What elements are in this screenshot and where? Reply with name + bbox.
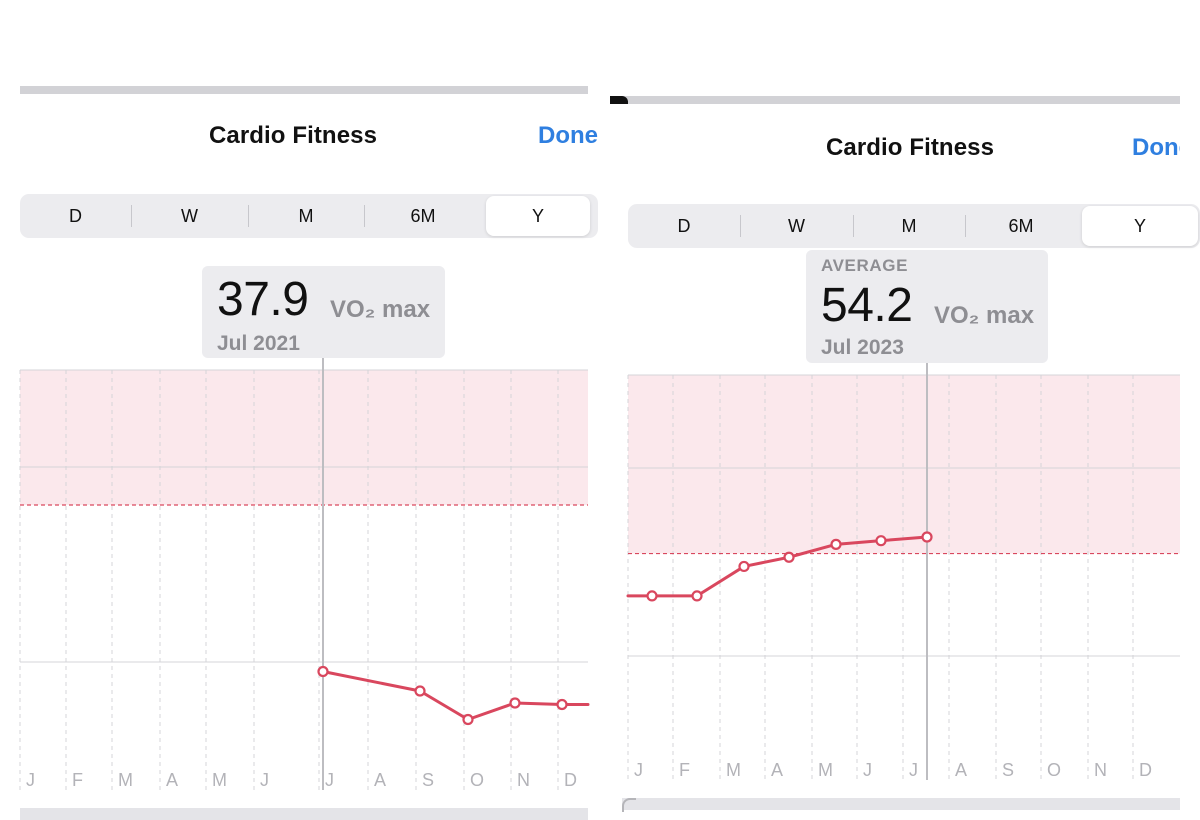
period-segmented-control: D W M 6M Y <box>628 204 1200 248</box>
sheet-top-edge <box>20 86 588 94</box>
month-tick-label: M <box>212 770 227 790</box>
segment-m[interactable]: M <box>901 215 917 236</box>
month-tick-label: M <box>726 760 741 780</box>
vo2-data-point <box>921 531 933 543</box>
callout-date: Jul 2023 <box>821 336 904 359</box>
month-tick-label: O <box>470 770 484 790</box>
page-title: Cardio Fitness <box>208 122 378 149</box>
vo2-data-point <box>783 551 795 563</box>
segment-6m[interactable]: 6M <box>410 205 436 226</box>
month-tick-label: J <box>325 770 334 790</box>
month-tick-label: N <box>517 770 530 790</box>
month-tick-label: J <box>634 760 643 780</box>
month-tick-label: S <box>422 770 434 790</box>
vo2-data-point <box>738 560 750 573</box>
vo2-data-point <box>462 713 474 726</box>
vo2-unit: VO₂ max <box>330 296 431 323</box>
vo2-data-point <box>414 685 426 697</box>
vo2-data-point <box>556 698 568 711</box>
month-tick-label: J <box>863 760 872 780</box>
selection-callout: 37.9 VO₂ max Jul 2021 <box>202 266 445 358</box>
month-tick-label: J <box>260 770 269 790</box>
sheet-corner <box>622 798 636 812</box>
vo2-unit: VO₂ max <box>934 302 1035 329</box>
average-label: AVERAGE <box>821 256 909 275</box>
segment-divider <box>965 215 966 237</box>
segment-divider <box>853 215 854 237</box>
month-tick-label: A <box>166 770 178 790</box>
vo2-data-point <box>691 590 703 602</box>
month-tick-label: M <box>818 760 833 780</box>
vo2-data-point <box>646 590 658 602</box>
vo2-data-point <box>317 665 329 678</box>
period-segmented-control: D W M 6M Y <box>20 194 598 238</box>
sheet-bottom-edge <box>622 798 1180 810</box>
done-button[interactable]: Done <box>1132 134 1180 161</box>
month-tick-label: M <box>118 770 133 790</box>
segment-d[interactable]: D <box>69 205 82 226</box>
vo2-data-point <box>830 538 842 550</box>
segment-divider <box>131 205 132 227</box>
selection-callout: AVERAGE 54.2 VO₂ max Jul 2023 <box>806 250 1048 363</box>
segment-m[interactable]: M <box>298 205 314 226</box>
segment-w[interactable]: W <box>788 215 805 236</box>
high-fitness-zone <box>628 375 1180 554</box>
screen-2023: Cardio Fitness Done D W M 6M Y J F M A M J J A S… <box>604 0 1200 820</box>
sheet-bottom-edge <box>20 808 588 820</box>
segment-d[interactable]: D <box>677 215 691 236</box>
segment-divider <box>364 205 365 227</box>
sheet-top-edge <box>612 96 1180 104</box>
vo2-series-line <box>321 670 590 721</box>
done-button[interactable]: Done <box>538 122 598 149</box>
month-tick-label: F <box>679 760 690 780</box>
segment-y[interactable]: Y <box>1082 206 1198 246</box>
cardio-fitness-chart-2021[interactable]: J F M A M J J A S O N D <box>0 0 598 820</box>
month-tick-label: S <box>1002 760 1014 780</box>
month-tick-label: N <box>1094 760 1107 780</box>
vo2-value: 54.2 <box>821 279 913 332</box>
vo2-series-line <box>626 535 929 598</box>
high-fitness-zone <box>20 370 588 505</box>
month-tick-label: D <box>564 770 577 790</box>
month-tick-label: F <box>72 770 83 790</box>
month-tick-label: D <box>1139 760 1152 780</box>
month-tick-label: J <box>909 760 918 780</box>
vo2-data-point <box>875 535 887 547</box>
vo2-data-point <box>509 697 521 709</box>
cardio-fitness-chart-2023[interactable]: J F M A M J J A S O N D <box>604 0 1200 820</box>
month-tick-label: A <box>374 770 386 790</box>
month-tick-label: A <box>955 760 967 780</box>
segment-y[interactable]: Y <box>486 196 590 236</box>
page-title: Cardio Fitness <box>825 134 995 161</box>
month-tick-label: J <box>26 770 35 790</box>
month-tick-label: O <box>1047 760 1061 780</box>
sheet-corner <box>610 96 628 104</box>
segment-divider <box>740 215 741 237</box>
segment-w[interactable]: W <box>181 205 198 226</box>
vo2-value: 37.9 <box>217 273 309 326</box>
segment-6m[interactable]: 6M <box>1008 215 1034 236</box>
screen-2021: Cardio Fitness Done D W M 6M Y J F M A M J J A S… <box>0 0 598 820</box>
callout-date: Jul 2021 <box>217 332 300 355</box>
month-tick-label: A <box>771 760 783 780</box>
segment-divider <box>248 205 249 227</box>
